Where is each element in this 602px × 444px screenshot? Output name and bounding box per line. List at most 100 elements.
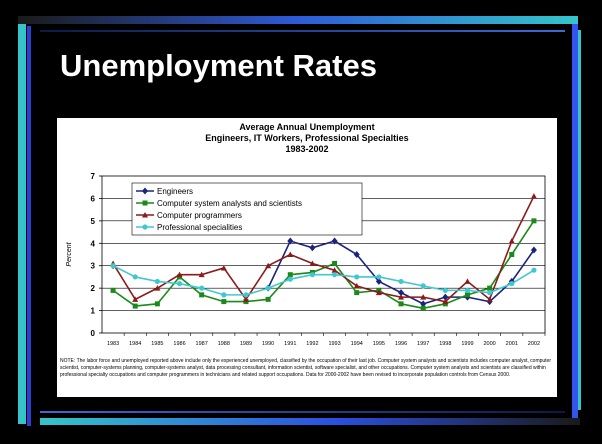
series-4-marker (509, 281, 515, 287)
series-3-marker (420, 294, 427, 300)
series-3-marker (508, 238, 515, 244)
legend-label: Engineers (157, 187, 193, 196)
y-tick-label: 6 (91, 194, 96, 203)
y-tick-label: 4 (91, 239, 96, 248)
series-4-marker (354, 274, 360, 280)
x-tick-label: 1996 (395, 341, 407, 347)
x-tick-label: 1984 (129, 341, 141, 347)
series-4-marker (243, 292, 249, 298)
x-tick-label: 1998 (439, 341, 451, 347)
series-4-marker (531, 267, 537, 273)
series-3-marker (530, 193, 537, 199)
series-1-marker (331, 237, 338, 245)
series-3-marker (309, 260, 316, 266)
series-4-marker (398, 278, 404, 285)
frame-right-teal-bar (578, 30, 581, 410)
x-tick-label: 1994 (351, 341, 363, 347)
series-1-marker (375, 277, 382, 285)
series-2-line (112, 220, 535, 310)
series-2-marker (420, 305, 426, 311)
x-tick-label: 1997 (417, 341, 429, 347)
series-4-marker (154, 278, 160, 285)
legend-swatch-marker (142, 200, 148, 206)
series-2-marker (531, 218, 537, 224)
series-4-marker (442, 287, 448, 293)
frame-right-blue-bar (572, 24, 578, 420)
series-1-marker (442, 293, 449, 301)
series-2-marker (154, 301, 160, 307)
legend-box (131, 182, 363, 236)
series-3-marker (176, 271, 183, 278)
y-tick-label: 2 (91, 284, 96, 293)
chart-note: NOTE: The labor force and unemployed rep… (60, 358, 552, 378)
series-3-marker (331, 267, 338, 273)
series-4-marker (221, 292, 227, 298)
series-4-marker (420, 283, 426, 289)
x-tick-label: 1999 (461, 341, 473, 347)
series-2-marker (354, 290, 360, 296)
series-2-marker (132, 303, 138, 309)
series-2-marker (464, 292, 470, 298)
series-4-marker (376, 274, 382, 280)
x-tick-label: 1991 (284, 341, 296, 347)
series-4-marker (331, 272, 338, 278)
series-1-marker (420, 300, 427, 308)
series-4-marker (265, 285, 271, 291)
series-4-line (112, 265, 535, 296)
y-tick-label: 7 (91, 172, 96, 181)
series-3-marker (265, 262, 272, 269)
series-3-marker (353, 282, 360, 289)
y-tick-label: 1 (91, 307, 96, 316)
series-4-marker (132, 274, 138, 280)
frame-top-inner-line (40, 30, 565, 32)
frame-left-blue-bar (27, 26, 31, 426)
series-1-marker (309, 244, 316, 252)
x-tick-label: 1985 (151, 341, 163, 347)
legend-swatch-marker (142, 212, 148, 218)
frame-left-teal-bar (18, 16, 26, 424)
x-tick-label: 1993 (328, 341, 340, 347)
x-tick-label: 2002 (528, 341, 540, 347)
chart-title-line: 1983-2002 (285, 144, 328, 154)
x-tick-label: 1992 (306, 341, 318, 347)
x-tick-label: 1990 (262, 341, 274, 347)
frame-bottom-inner-line (40, 411, 565, 413)
series-2-marker (509, 252, 515, 257)
x-tick-label: 1987 (196, 341, 208, 347)
x-tick-label: 2001 (506, 341, 518, 347)
series-4-marker (176, 281, 183, 287)
x-tick-label: 2000 (484, 341, 496, 347)
y-tick-label: 3 (91, 262, 96, 271)
chart-panel: Average Annual Unemployment Engineers, IT… (57, 118, 557, 397)
series-3-marker (398, 294, 405, 300)
legend-label: Computer system analysts and scientists (157, 199, 302, 208)
series-3-marker (242, 296, 249, 302)
chart-title-line: Average Annual Unemployment (239, 122, 374, 132)
y-tick-label: 5 (91, 217, 96, 226)
x-tick-label: 1988 (218, 341, 230, 347)
frame-bottom-gradient-bar (40, 418, 580, 425)
series-1-marker (530, 246, 537, 254)
series-2-marker (287, 272, 293, 278)
series-2-marker (221, 299, 227, 305)
series-4-marker (287, 276, 293, 282)
series-3-marker (375, 289, 382, 296)
series-4-marker (110, 263, 116, 269)
series-2-marker (487, 285, 493, 291)
series-3-marker (486, 296, 493, 302)
series-2-marker (332, 260, 338, 266)
legend-label: Computer programmers (157, 211, 242, 220)
slide-title: Unemployment Rates (60, 48, 377, 83)
series-2-marker (398, 301, 404, 307)
series-2-marker (199, 292, 205, 298)
legend-swatch-marker (142, 224, 148, 230)
legend-swatch-marker (142, 187, 148, 195)
x-tick-label: 1986 (173, 341, 185, 347)
series-1-marker (398, 289, 405, 297)
x-tick-label: 1995 (373, 341, 385, 347)
series-3-marker (154, 285, 161, 291)
series-4-marker (199, 285, 205, 291)
series-3-marker (198, 271, 205, 278)
y-tick-label: 0 (91, 329, 96, 338)
series-3-marker (442, 298, 449, 305)
